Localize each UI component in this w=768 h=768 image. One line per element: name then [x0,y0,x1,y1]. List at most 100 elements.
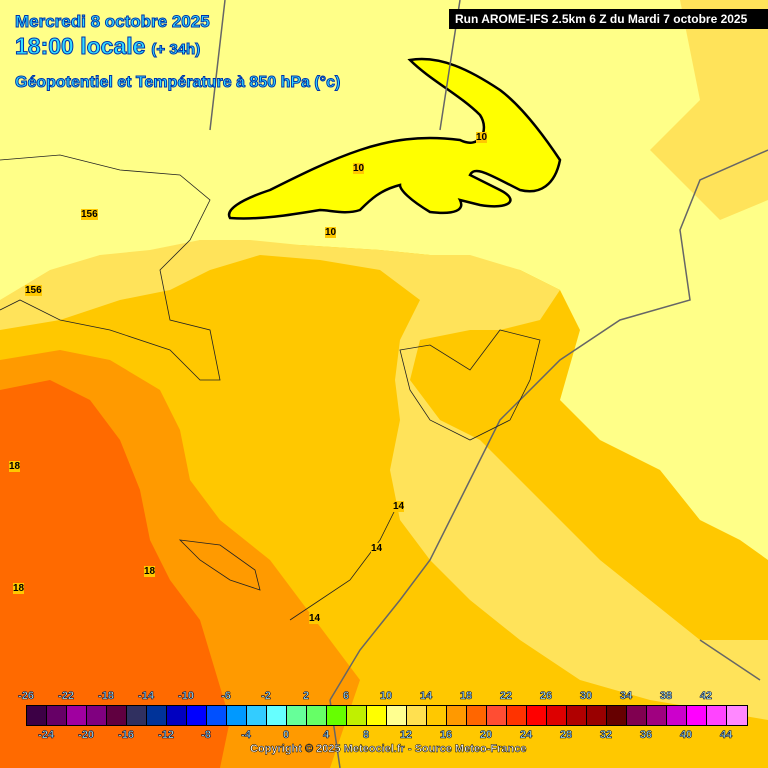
legend-swatch [87,706,107,725]
legend-swatch [507,706,527,725]
legend-swatch [227,706,247,725]
legend-swatch [607,706,627,725]
legend-tick-label: -24 [38,729,55,742]
legend-swatch [167,706,187,725]
legend-tick-label: 40 [679,729,693,742]
legend-tick-label: -20 [78,729,95,742]
legend-tick-label: 22 [499,690,513,703]
legend-swatch [47,706,67,725]
legend-tick-label: -6 [221,690,231,703]
contour-label: 18 [9,461,21,472]
coastline [399,329,541,441]
band-18-20 [0,380,230,768]
legend-swatch [587,706,607,725]
coastline [289,509,396,621]
cold-pool-10 [227,57,562,220]
legend-tick-label: -10 [178,690,195,703]
legend-tick-label: 10 [379,690,393,703]
coastline [0,154,221,381]
legend-tick-label: 36 [639,729,653,742]
contour-label: 10 [476,132,488,143]
cool-region-north [0,0,768,560]
contour-label: 14 [393,501,405,512]
legend-tick-label: -14 [138,690,155,703]
legend-tick-label: -18 [98,690,115,703]
legend-tick-label: 42 [699,690,713,703]
legend-tick-label: 12 [399,729,413,742]
border-line [329,149,768,701]
legend-swatch [407,706,427,725]
parameter-title: Géopotentiel et Température à 850 hPa (°… [14,74,341,92]
legend-tick-label: 16 [439,729,453,742]
legend-swatch [307,706,327,725]
legend-tick-label: 30 [579,690,593,703]
legend-swatch [667,706,687,725]
legend-tick-label: -16 [118,729,135,742]
legend-tick-label: -12 [158,729,175,742]
legend-tick-label: 18 [459,690,473,703]
legend-swatch [687,706,707,725]
legend-tick-label: 28 [559,729,573,742]
band-12-14-east [650,0,768,220]
legend-tick-label: 44 [719,729,733,742]
legend-swatch [447,706,467,725]
legend-swatch [347,706,367,725]
legend-swatch [567,706,587,725]
legend-tick-label: 26 [539,690,553,703]
contour-label: 10 [325,227,337,238]
legend-swatch [627,706,647,725]
legend-swatch [147,706,167,725]
legend-tick-label: 20 [479,729,493,742]
legend-tick-label: 32 [599,729,613,742]
legend-swatch [287,706,307,725]
legend-swatch [107,706,127,725]
legend-swatch [367,706,387,725]
legend-swatch [487,706,507,725]
legend-swatch [207,706,227,725]
legend-tick-label: 6 [342,690,350,703]
color-legend-bar [26,705,748,726]
legend-swatch [427,706,447,725]
forecast-date: Mercredi 8 octobre 2025 [15,12,211,32]
legend-swatch [527,706,547,725]
legend-tick-label: 8 [362,729,370,742]
legend-tick-label: -22 [58,690,75,703]
legend-tick-label: -8 [201,729,211,742]
legend-swatch [187,706,207,725]
coastline [178,539,261,591]
legend-swatch [387,706,407,725]
legend-tick-label: -26 [18,690,35,703]
legend-swatch [647,706,667,725]
legend-swatch [27,706,47,725]
legend-swatch [267,706,287,725]
legend-tick-label: 2 [302,690,310,703]
legend-tick-label: 38 [659,690,673,703]
legend-tick-label: 4 [322,729,330,742]
legend-tick-label: 0 [282,729,290,742]
forecast-time: 18:00 locale (+ 34h) [14,33,201,60]
copyright: Copyright © 2025 Meteociel.fr - Source M… [250,743,527,756]
contour-label: 10 [353,163,365,174]
contour-label: 18 [144,566,156,577]
legend-tick-label: 14 [419,690,433,703]
contour-label: 18 [13,583,25,594]
model-run-label: Run AROME-IFS 2.5km 6 Z du Mardi 7 octob… [449,9,768,29]
legend-swatch [327,706,347,725]
contour-label: 156 [81,209,98,220]
legend-tick-label: -2 [261,690,271,703]
legend-swatch [67,706,87,725]
contour-label: 14 [371,543,383,554]
forecast-time-label: 18:00 locale [14,33,146,60]
contour-label: 14 [309,613,321,624]
legend-swatch [547,706,567,725]
legend-tick-label: 34 [619,690,633,703]
lead-time: (+ 34h) [151,41,201,59]
contour-label: 156 [25,285,42,296]
legend-swatch [727,706,747,725]
legend-tick-label: 24 [519,729,533,742]
legend-swatch [707,706,727,725]
legend-swatch [247,706,267,725]
legend-swatch [127,706,147,725]
legend-tick-label: -4 [241,729,251,742]
